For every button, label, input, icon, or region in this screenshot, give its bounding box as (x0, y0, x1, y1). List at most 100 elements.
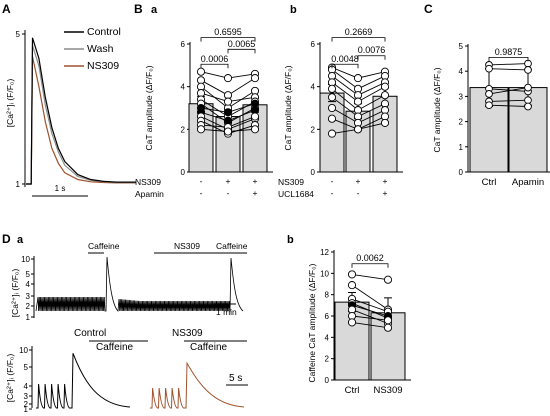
panel-a-ytick-5: 5 (16, 30, 21, 39)
c-pair-line-4 (488, 99, 529, 102)
bb-ytick-label: 6 (311, 40, 316, 49)
da-bottom-ytick-label: 5 (24, 363, 29, 372)
ba-point-1-2 (250, 74, 260, 83)
db-ytick-label: 6 (325, 312, 330, 321)
da-top-ytick-label: 10 (21, 255, 30, 264)
db-pair-line-7 (351, 321, 389, 329)
ba-bracket-2 (200, 63, 229, 69)
c-ytick-label: 2 (459, 118, 464, 127)
bb-point-4-2 (380, 91, 390, 100)
bb-point-7-0 (327, 114, 337, 123)
bb-point-8-2 (380, 118, 390, 127)
db-pair-line-5 (351, 309, 389, 324)
db-ytick-label: 0 (325, 376, 330, 385)
ba-condition-0-0: - (200, 176, 203, 186)
db-category-0: Ctrl (345, 385, 360, 396)
panel-label-d-b: b (287, 234, 294, 246)
db-point-0-0 (347, 270, 357, 279)
panel-da-bottom-ylabel: [Ca²⁺]ᵢ (F/F₀) (5, 354, 15, 403)
panel-ba-chart: 0 2 4 6 0.6595 0.0065 0.0006 - - + - + + (181, 27, 273, 198)
db-ytick-label: 10 (320, 269, 329, 278)
trace-ns309 (26, 56, 136, 185)
panel-c: C CaT amplitude (ΔF/F₀) 0 1 2 3 4 5 0.9875 Ctrl… (424, 2, 550, 188)
bb-pvalue-0: 0.2669 (345, 27, 373, 37)
da-bottom-ytick-label: 4 (24, 382, 29, 391)
db-pair-line-0 (351, 273, 389, 281)
c-pair-line-2 (488, 88, 529, 92)
db-point-6-1 (383, 316, 393, 325)
ba-condition-0-1: - (200, 188, 203, 198)
panel-a-legend: Control Wash NS309 (64, 26, 121, 72)
bb-pvalue-1: 0.0076 (358, 45, 386, 55)
ba-point-3-1 (223, 97, 233, 106)
panel-label-b-b: b (290, 4, 297, 16)
bb-point-3-2 (380, 82, 390, 91)
ba-ytick-label: 2 (181, 125, 186, 134)
c-ytick-label: 4 (459, 67, 464, 76)
da-top-ytick-label: 5 (26, 270, 31, 279)
bb-bracket-2 (331, 63, 359, 69)
c-point-3-0 (485, 90, 493, 98)
c-point-3-1 (524, 83, 532, 92)
db-pair-line-6 (351, 315, 389, 321)
panel-c-ylabel: CaT amplitude (ΔF/F₀) (432, 67, 442, 152)
bb-bracket-1 (357, 55, 386, 60)
panel-a-ylabel: [Ca²⁺]ᵢ (F/F₀) (5, 79, 15, 128)
ba-ytick-label: 6 (181, 40, 186, 49)
panel-label-a: A (2, 2, 11, 16)
panel-da-bottom-scalebar-label: 5 s (229, 373, 242, 384)
bb-point-3-1 (353, 97, 363, 106)
panel-a-scalebar-label: 1 s (55, 184, 66, 193)
bb-ytick-label: 2 (311, 125, 316, 134)
da-top-ytick-label: 1 (26, 313, 31, 322)
panel-da-top-trace (35, 256, 244, 312)
panel-db-ylabel: Caffeine CaT amplitude (ΔF/F₀) (307, 263, 317, 382)
ba-pvalue-0: 0.6595 (214, 27, 242, 37)
legend-wash-label: Wash (87, 43, 114, 55)
c-pair-line-5 (488, 104, 529, 107)
db-pair-line-4 (351, 304, 389, 317)
db-point-1-0 (347, 281, 357, 290)
trace-control (26, 37, 136, 185)
panel-a: A [Ca²⁺]ᵢ (F/F₀) 5 1 Control Wash NS309 … (2, 2, 136, 197)
c-point-4-1 (524, 96, 532, 105)
da-bottom-ytick-label: 10 (19, 346, 28, 355)
panel-b: B a b CaT amplitude (ΔF/F₀) CaT amplitud… (134, 2, 403, 199)
db-ytick-label: 2 (325, 355, 330, 364)
da-top-ytick-label: 2 (26, 302, 31, 311)
ba-ytick-label: 0 (181, 168, 186, 177)
bb-condition-0-0: - (331, 176, 334, 186)
panel-da-bottom-control-line (36, 353, 131, 409)
db-point-7-0 (347, 318, 357, 327)
bb-condition-2-0: + (383, 176, 388, 186)
panel-da-bottom-ns309-line (150, 361, 245, 409)
c-point-5-1 (524, 102, 532, 111)
c-point-5-0 (485, 101, 493, 110)
bb-ytick-label: 4 (311, 83, 316, 92)
db-bracket-0 (351, 263, 389, 268)
bb-point-4-0 (327, 84, 337, 93)
db-point-0-1 (383, 275, 393, 284)
da-bottom-ytick-label: 3 (24, 392, 29, 401)
panel-bb-ylabel: CaT amplitude (ΔF/F₀) (283, 65, 293, 150)
db-pair-line-2 (351, 298, 389, 313)
panel-da-ns309-caffeine-label: Caffeine (190, 342, 228, 353)
c-pair-line-1 (488, 68, 529, 71)
panel-c-chart: 0 1 2 3 4 5 0.9875 Ctrl Apamin (459, 42, 550, 188)
panel-label-b: B (134, 2, 143, 16)
c-category-1: Apamin (512, 177, 544, 188)
panel-da-scalebar-label: 1 min (216, 307, 237, 317)
panel-da-caffeine2-label: Caffeine (216, 241, 248, 251)
panel-da-caffeine1-label: Caffeine (88, 241, 120, 251)
ba-pvalue-2: 0.0006 (201, 54, 229, 64)
ba-pvalue-1: 0.0065 (228, 39, 256, 49)
panel-label-c: C (424, 2, 433, 16)
db-ytick-label: 8 (325, 291, 330, 300)
da-top-ytick-label: 4 (26, 280, 31, 289)
bb-condition-0-1: - (331, 188, 334, 198)
panel-da-top-line (35, 256, 244, 312)
da-bottom-ytick-label: 1 (24, 405, 29, 414)
panel-ba-row-ns309: NS309 (135, 177, 161, 187)
panel-ba-row-apamin: Apamin (135, 189, 164, 199)
